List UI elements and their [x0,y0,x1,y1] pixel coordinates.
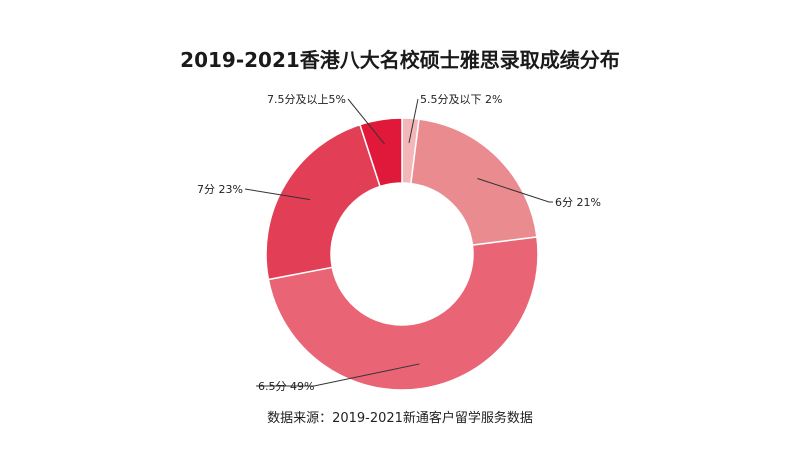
slice-7 [265,123,382,281]
source-note: 数据来源：2019-2021新通客户留学服务数据 [267,411,533,426]
leader-line-5-5 [408,98,419,144]
leader-line-6 [477,178,553,203]
leader-lines-layer [244,98,553,387]
leader-line-6-5 [256,363,420,387]
slice-label-7: 7分 23% [197,183,243,196]
chart-title: 2019-2021香港八大名校硕士雅思录取成绩分布 [180,48,620,72]
leader-line-7 [244,188,311,201]
slices-layer [265,117,539,391]
slice-7-5 [359,117,403,188]
labels-layer: 5.5分及以下 2% 6分 21% 6.5分 49% 7分 23% 7.5分及以上5% [197,93,601,393]
slice-label-7-5: 7.5分及以上5% [267,93,346,106]
slice-label-6: 6分 21% [555,196,601,209]
slice-label-5-5: 5.5分及以下 2% [420,93,502,106]
slice-6 [410,118,538,246]
slice-6-5 [267,236,539,391]
slice-label-6-5: 6.5分 49% [258,380,314,393]
leader-line-7-5 [347,98,385,145]
